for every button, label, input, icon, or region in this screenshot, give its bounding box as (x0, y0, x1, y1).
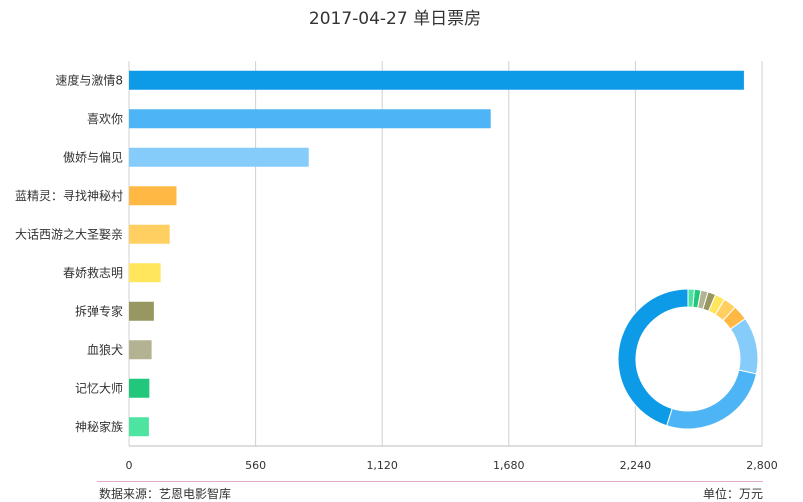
unit-note: 单位：万元 (702, 487, 763, 501)
category-label: 记忆大师 (75, 381, 123, 395)
bars (129, 70, 744, 437)
bar (129, 340, 152, 360)
bar (129, 109, 491, 129)
category-labels: 速度与激情8 喜欢你傲娇与偏见蓝精灵：寻找神秘村大话西游之大圣娶亲春娇救志明拆弹专… (15, 72, 123, 434)
bar (129, 301, 154, 321)
category-label: 春娇救志明 (63, 265, 123, 280)
category-label: 傲娇与偏见 (63, 149, 123, 164)
x-tick-label: 2,240 (620, 459, 652, 472)
category-label: 喜欢你 (87, 111, 123, 126)
category-label: 蓝精灵：寻找神秘村 (15, 189, 123, 203)
x-tick-label: 2,800 (746, 459, 778, 472)
category-label: 神秘家族 (75, 419, 123, 434)
bar (129, 147, 309, 167)
bar (129, 378, 150, 398)
x-tick-label: 0 (126, 459, 133, 472)
bar (129, 263, 161, 283)
bar (129, 70, 744, 90)
category-label: 血狼犬 (87, 342, 123, 357)
category-label: 速度与激情8 (55, 72, 123, 87)
donut-slice (729, 317, 759, 375)
bar (129, 417, 149, 437)
category-label: 大话西游之大圣娶亲 (15, 227, 123, 241)
bar (129, 186, 177, 206)
source-note: 数据来源：艺恩电影智库 (99, 487, 232, 501)
x-tick-labels: 0 560 1,120 1,680 2,240 2,800 (126, 459, 778, 472)
donut-chart (617, 288, 759, 430)
x-tick-label: 1,120 (366, 459, 398, 472)
chart-title: 2017-04-27 单日票房 (309, 9, 481, 29)
bar (129, 224, 170, 244)
x-tick-label: 1,680 (493, 459, 525, 472)
donut-slice (666, 369, 758, 430)
category-label: 拆弹专家 (75, 303, 123, 318)
donut-slice (687, 288, 695, 308)
footer-divider (97, 481, 763, 482)
x-tick-label: 560 (245, 459, 266, 472)
donut-slice (617, 288, 689, 427)
